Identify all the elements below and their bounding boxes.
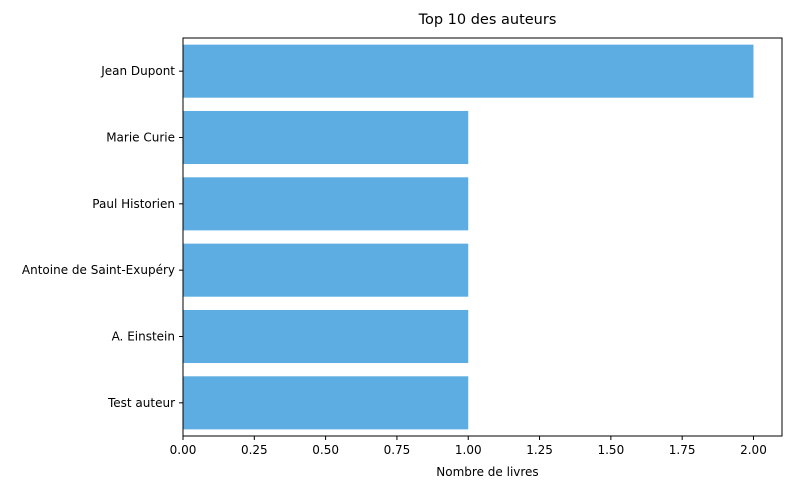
- x-tick-label-2: 0.50: [312, 443, 339, 457]
- plot-frame: [182, 37, 783, 437]
- y-tick-label-5: Test auteur: [107, 396, 175, 410]
- y-tick-label-1: Marie Curie: [106, 131, 175, 145]
- x-tick-label-4: 1.00: [455, 443, 482, 457]
- x-axis: 0.00 0.25 0.50 0.75 1.00 1.25 1.50 1.75 2.00: [170, 436, 767, 457]
- x-tick-label-0: 0.00: [170, 443, 197, 457]
- x-tick-label-6: 1.50: [597, 443, 624, 457]
- y-axis: Jean Dupont Marie Curie Paul Historien Anto…: [22, 64, 183, 410]
- chart-title: Top 10 des auteurs: [418, 12, 557, 28]
- x-tick-label-5: 1.25: [526, 443, 553, 457]
- y-tick-label-4: A. Einstein: [112, 330, 175, 344]
- y-tick-label-0: Jean Dupont: [100, 64, 175, 78]
- x-tick-label-8: 2.00: [740, 443, 767, 457]
- y-tick-label-3: Antoine de Saint-Exupéry: [22, 263, 175, 277]
- x-tick-label-3: 0.75: [384, 443, 411, 457]
- x-tick-label-1: 0.25: [241, 443, 268, 457]
- bar-5: [183, 376, 469, 430]
- x-tick-label-7: 1.75: [669, 443, 696, 457]
- bar-2: [183, 177, 469, 231]
- bar-1: [183, 110, 469, 165]
- bar-4: [183, 309, 469, 364]
- x-axis-title: Nombre de livres: [436, 465, 538, 479]
- bar-3: [183, 243, 469, 297]
- bars-layer: [183, 44, 754, 430]
- y-tick-label-2: Paul Historien: [92, 197, 175, 211]
- bar-0: [183, 44, 754, 98]
